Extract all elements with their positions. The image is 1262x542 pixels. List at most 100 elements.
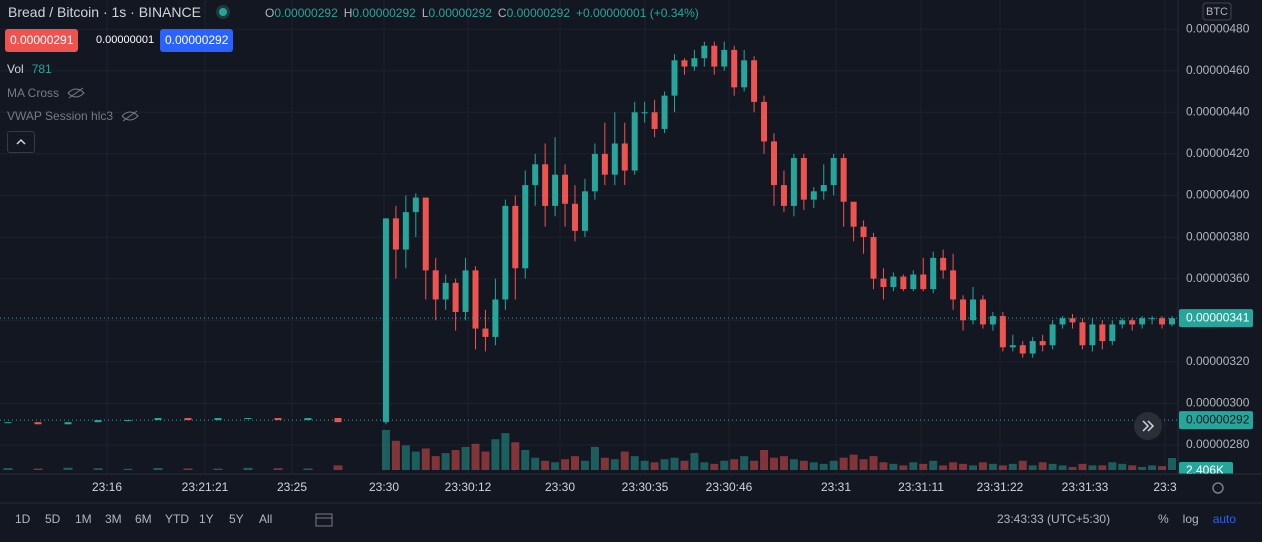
ohlc-key: O — [265, 6, 275, 20]
volume-bar — [700, 462, 709, 470]
volume-bar — [551, 462, 560, 470]
indicator[interactable]: MA Cross — [7, 86, 60, 100]
buy-button[interactable]: 0.00000292 — [160, 29, 234, 52]
candle-body — [552, 174, 559, 206]
x-tick-label: 23:16 — [92, 480, 122, 494]
hidden-icon[interactable] — [67, 87, 85, 99]
volume-bar — [491, 439, 500, 470]
x-tick-label: 23:30:35 — [622, 480, 669, 494]
range-button[interactable]: 1M — [75, 512, 92, 526]
x-tick-label: 23:30:46 — [706, 480, 753, 494]
candle-body — [1119, 320, 1126, 325]
scale-option[interactable]: log — [1182, 512, 1199, 526]
volume-bar — [839, 457, 848, 470]
candle-body — [999, 316, 1006, 348]
candle-body — [452, 282, 459, 312]
scale-option[interactable]: % — [1158, 512, 1169, 526]
settings-icon[interactable] — [1212, 482, 1224, 494]
volume-bar — [381, 430, 390, 470]
candle-body — [681, 60, 688, 67]
volume-pane — [3, 430, 1176, 470]
candle-body — [751, 60, 758, 102]
candle-body — [64, 422, 72, 425]
candle-body — [890, 276, 897, 287]
candle-body — [392, 218, 399, 250]
collapse-button[interactable] — [7, 131, 35, 153]
hidden-icon[interactable] — [121, 110, 139, 122]
range-button[interactable]: YTD — [165, 512, 189, 526]
candle-body — [910, 274, 917, 290]
y-tick-label: 0.00000400 — [1186, 188, 1250, 202]
candle-body — [1059, 318, 1066, 325]
candle-body — [810, 191, 817, 200]
range-button[interactable]: 5D — [45, 512, 61, 526]
volume-bar — [998, 465, 1007, 470]
x-tick-label: 23:3 — [1153, 480, 1177, 494]
indicator-legend: MA Cross — [7, 86, 85, 100]
candle-body — [960, 299, 967, 321]
volume-bar — [541, 460, 550, 470]
volume-bar — [789, 459, 798, 470]
ohlc-key: L — [421, 6, 429, 20]
volume-bar — [650, 462, 659, 470]
y-tick-label: 0.00000480 — [1186, 21, 1250, 35]
candle-body — [771, 141, 777, 186]
indicator[interactable]: VWAP Session hlc3 — [7, 109, 114, 123]
candle-body — [94, 420, 102, 423]
volume-bar — [939, 465, 948, 470]
date-range-icon[interactable] — [315, 513, 333, 527]
volume-bar — [909, 462, 918, 470]
candle-body — [920, 274, 927, 290]
volume-bar — [949, 462, 958, 470]
price-axis — [1178, 0, 1262, 476]
range-button[interactable]: 5Y — [229, 512, 244, 526]
indicator-legend: VWAP Session hlc3 — [7, 109, 139, 123]
candle-body — [661, 95, 668, 129]
y-tick-label: 0.00000300 — [1186, 396, 1250, 410]
volume-bar — [600, 457, 609, 470]
range-button[interactable]: All — [259, 512, 273, 526]
y-tick-label: 0.00000440 — [1186, 104, 1250, 118]
candle-body — [1049, 324, 1056, 346]
volume-bar — [391, 440, 400, 470]
symbol[interactable]: Bread / Bitcoin · 1s · BINANCE — [8, 4, 201, 20]
ohlc-value: 0.00000292 — [506, 6, 570, 20]
candle-body — [979, 299, 986, 325]
volume-bar — [1078, 463, 1087, 470]
volume-bar — [610, 459, 619, 470]
currency-badge[interactable] — [1202, 2, 1232, 21]
range-button[interactable]: 6M — [135, 512, 152, 526]
candle-body — [780, 185, 787, 206]
y-tick-label: 0.00000280 — [1186, 437, 1250, 451]
ohlc-item: C0.00000292 — [498, 6, 570, 20]
candle-body — [621, 143, 628, 171]
volume-bar — [730, 459, 739, 470]
range-button[interactable]: 1D — [15, 512, 31, 526]
x-tick-label: 23:31:33 — [1062, 480, 1109, 494]
scale-option[interactable]: auto — [1212, 512, 1237, 526]
candle-body — [761, 101, 768, 142]
range-button[interactable]: 1Y — [199, 512, 214, 526]
volume-bar — [929, 460, 938, 470]
volume-bar — [859, 459, 868, 470]
collapse-icon — [16, 138, 26, 145]
candle-body — [581, 191, 588, 231]
y-tick-label: 0.00000460 — [1186, 63, 1250, 77]
candle-body — [651, 112, 658, 129]
sell-button[interactable]: 0.00000291 — [5, 29, 79, 52]
ohlc-key: C — [497, 6, 507, 20]
volume-bar — [829, 460, 838, 470]
volume-bar — [1008, 463, 1017, 470]
volume-bar — [441, 453, 450, 470]
candle-body — [840, 158, 847, 202]
candle-body — [631, 112, 638, 171]
volume-bar — [1158, 466, 1167, 470]
candle-body — [950, 270, 957, 300]
volume-bar — [1128, 465, 1137, 470]
volume-bar — [1118, 463, 1127, 470]
ohlc-values: O0.00000292 H0.00000292 L0.00000292 C0.0000… — [265, 6, 699, 20]
range-button[interactable]: 3M — [105, 512, 122, 526]
volume-bar — [959, 463, 968, 470]
